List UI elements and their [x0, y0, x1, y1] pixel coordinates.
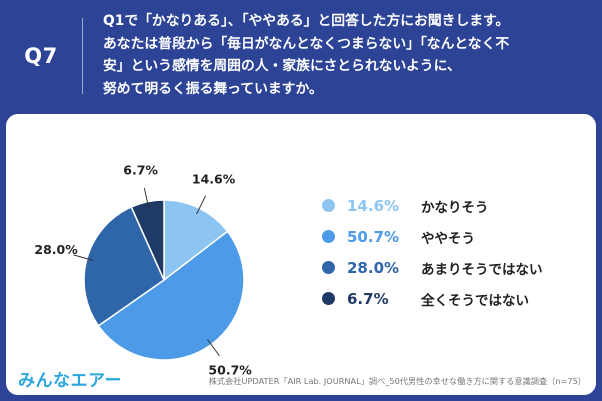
- slice-label-0: 14.6%: [192, 172, 236, 187]
- header: Q7 Q1で「かなりある」、「ややある」と回答した方にお聞きします。 あなたは普…: [0, 0, 602, 112]
- legend-name-1: ややそう: [421, 230, 475, 247]
- question-text: Q1で「かなりある」、「ややある」と回答した方にお聞きします。 あなたは普段から…: [103, 13, 510, 97]
- leader-line-0: [196, 195, 207, 215]
- leader-line-2: [73, 254, 94, 261]
- legend-dot-2: [322, 261, 335, 274]
- slice-label-3: 6.7%: [123, 162, 158, 177]
- chart-card: 14.6% 50.7% 28.0% 6.7% 14.6% かなりそう 50.7% やや…: [6, 114, 596, 395]
- legend-item-2: 28.0% あまりそうではない: [322, 252, 543, 283]
- source-note: 株式会社UPDATER「AIR Lab. JOURNAL」調べ_50代男性の幸せ…: [208, 376, 586, 386]
- legend-item-0: 14.6% かなりそう: [322, 190, 543, 221]
- brand-logo: みんなエアー: [18, 371, 122, 391]
- legend-name-0: かなりそう: [421, 199, 489, 216]
- slice-label-1: 50.7%: [208, 362, 252, 377]
- slice-label-2: 28.0%: [34, 242, 78, 257]
- pie-chart: 14.6% 50.7% 28.0% 6.7%: [34, 162, 252, 377]
- question-number: Q7: [24, 44, 58, 68]
- leader-line-3: [143, 187, 150, 209]
- legend-value-2: 28.0%: [347, 258, 400, 277]
- header-divider: [82, 18, 83, 94]
- legend-item-1: 50.7% ややそう: [322, 221, 543, 252]
- legend-dot-0: [322, 199, 335, 212]
- legend-value-3: 6.7%: [347, 289, 389, 308]
- legend-dot-3: [322, 292, 335, 305]
- legend-value-1: 50.7%: [347, 227, 400, 246]
- legend-dot-1: [322, 230, 335, 243]
- legend-item-3: 6.7% 全くそうではない: [322, 283, 543, 314]
- legend-value-0: 14.6%: [347, 196, 400, 215]
- legend: 14.6% かなりそう 50.7% ややそう 28.0% あまりそうではない 6…: [322, 190, 543, 314]
- legend-name-2: あまりそうではない: [421, 261, 543, 278]
- leader-line-1: [207, 339, 220, 357]
- legend-name-3: 全くそうではない: [421, 292, 529, 309]
